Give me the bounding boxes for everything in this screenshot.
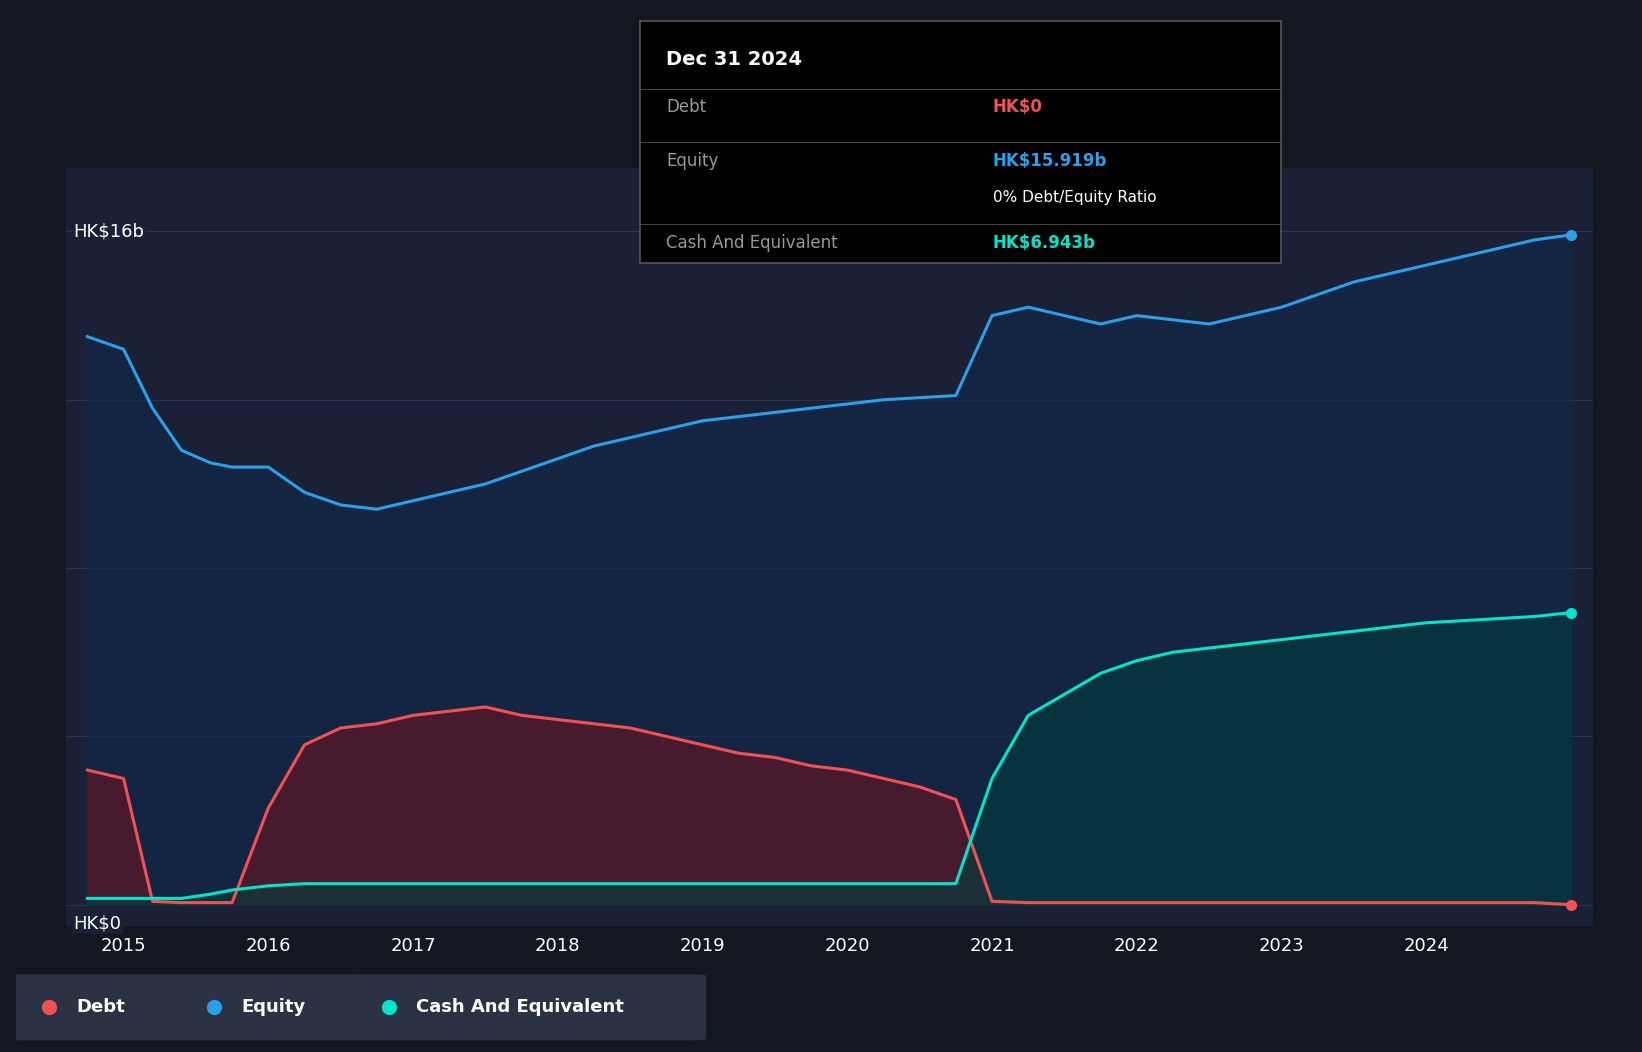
Text: Equity: Equity [667,151,718,169]
Text: HK$0: HK$0 [74,914,122,933]
Text: Debt: Debt [76,998,125,1016]
FancyBboxPatch shape [172,974,366,1040]
Text: Debt: Debt [667,99,706,117]
Text: HK$6.943b: HK$6.943b [992,234,1095,252]
Text: 0% Debt/Equity Ratio: 0% Debt/Equity Ratio [992,190,1156,205]
Text: Cash And Equivalent: Cash And Equivalent [667,234,837,252]
Text: HK$0: HK$0 [992,99,1043,117]
FancyBboxPatch shape [7,974,190,1040]
Text: HK$16b: HK$16b [74,222,144,241]
Text: Equity: Equity [241,998,305,1016]
Text: HK$15.919b: HK$15.919b [992,151,1107,169]
FancyBboxPatch shape [348,974,706,1040]
Text: Cash And Equivalent: Cash And Equivalent [417,998,624,1016]
Text: Dec 31 2024: Dec 31 2024 [667,50,801,69]
